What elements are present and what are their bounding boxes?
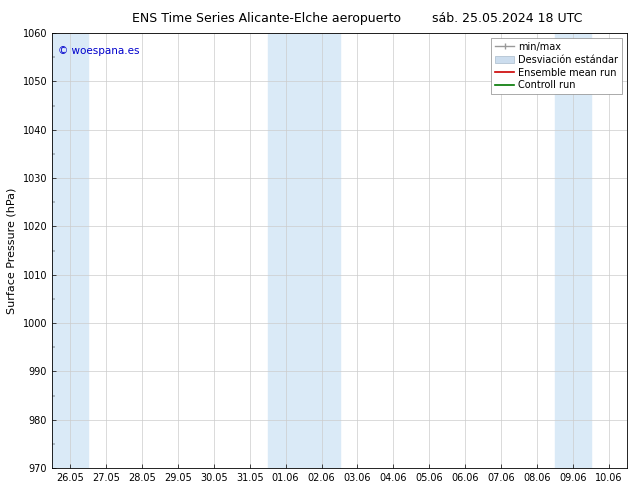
Text: ENS Time Series Alicante-Elche aeropuerto: ENS Time Series Alicante-Elche aeropuert…	[132, 12, 401, 25]
Bar	[268, 33, 340, 468]
Bar	[555, 33, 591, 468]
Text: sáb. 25.05.2024 18 UTC: sáb. 25.05.2024 18 UTC	[432, 12, 583, 25]
Y-axis label: Surface Pressure (hPa): Surface Pressure (hPa)	[7, 187, 17, 314]
Text: © woespana.es: © woespana.es	[58, 46, 139, 56]
Bar	[52, 33, 88, 468]
Legend: min/max, Desviación estándar, Ensemble mean run, Controll run: min/max, Desviación estándar, Ensemble m…	[491, 38, 622, 95]
